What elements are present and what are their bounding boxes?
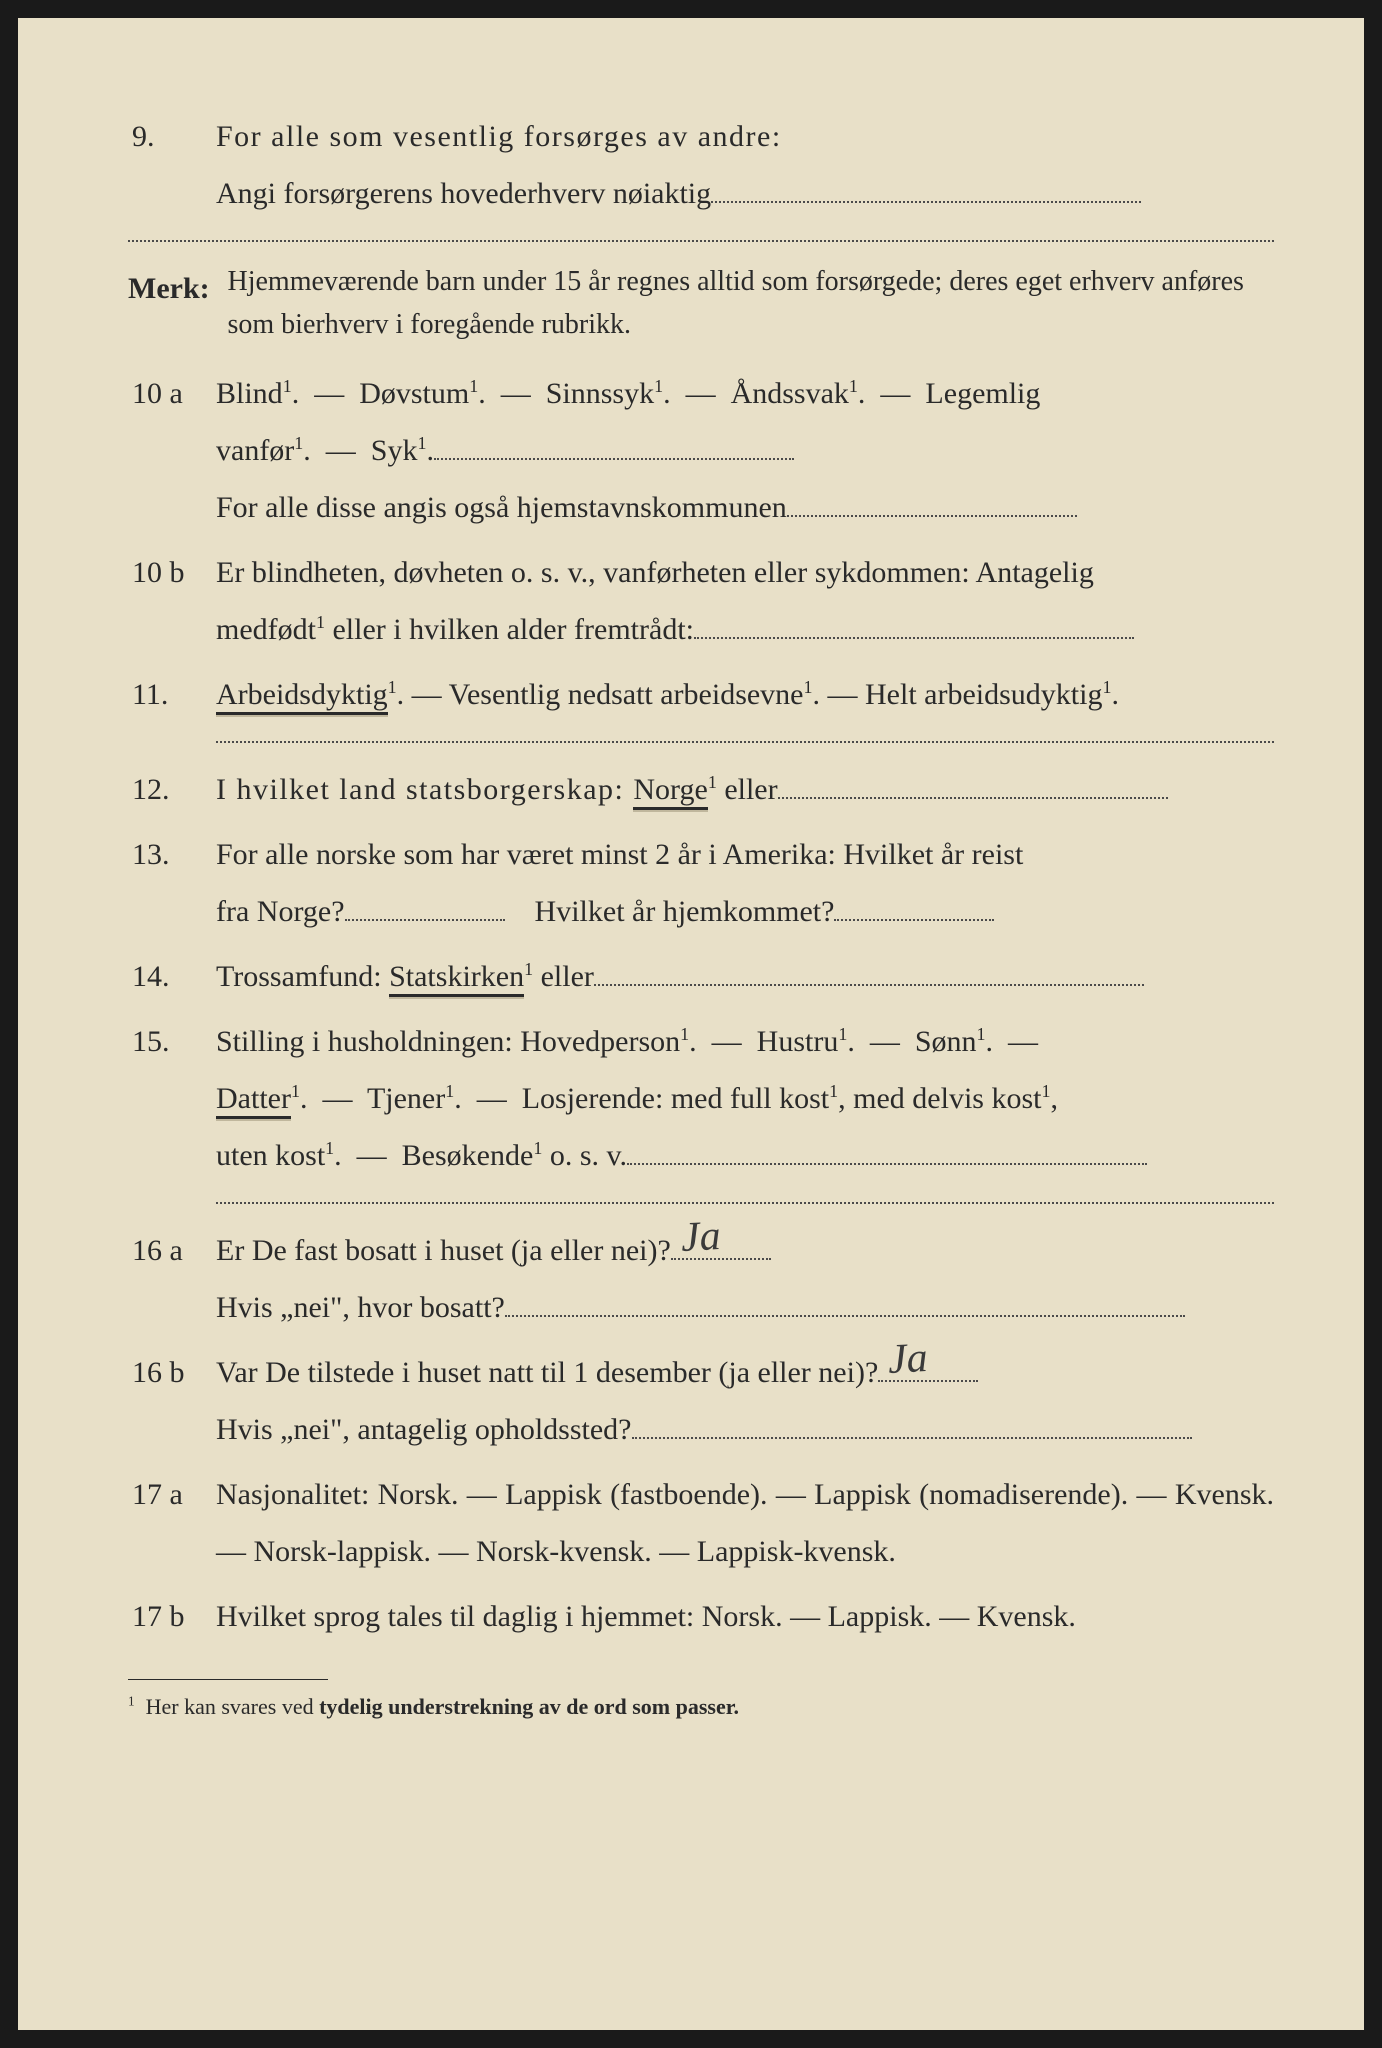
q15-blank[interactable] [627, 1135, 1147, 1165]
footnote: 1 Her kan svares ved tydelig understrekn… [128, 1686, 1274, 1728]
q16a-answer: Ja [675, 1197, 727, 1279]
opt-sonn[interactable]: Sønn [915, 1025, 977, 1058]
q12-post: eller [717, 773, 778, 806]
q16a-line1: Er De fast bosatt i huset (ja eller nei)… [216, 1234, 671, 1267]
q10a-blank1[interactable] [434, 430, 794, 460]
opt-tjener[interactable]: Tjener [367, 1082, 445, 1115]
opt-andssvak[interactable]: Åndssvak [731, 377, 849, 410]
census-form-page: 9. For alle som vesentlig forsørges av a… [18, 18, 1364, 2030]
opt-syk[interactable]: Syk [371, 434, 418, 467]
q16b-answer: Ja [882, 1319, 934, 1401]
q11-number: 11. [128, 666, 216, 723]
q10b-number: 10 b [128, 544, 216, 601]
opt-losjerende-full[interactable]: Losjerende: med full kost [522, 1082, 829, 1115]
question-10a: 10 a Blind1. — Døvstum1. — Sinnssyk1. — … [128, 365, 1274, 536]
opt-arbeidsdyktig[interactable]: Arbeidsdyktig [216, 678, 388, 715]
question-14: 14. Trossamfund: Statskirken1 eller [128, 948, 1274, 1005]
q16b-line1: Var De tilstede i huset natt til 1 desem… [216, 1356, 878, 1389]
footnote-rule [128, 1679, 328, 1680]
question-9: 9. For alle som vesentlig forsørges av a… [128, 108, 1274, 222]
q17a-text[interactable]: Nasjonalitet: Norsk. — Lappisk (fastboen… [216, 1466, 1274, 1580]
q10a-body: Blind1. — Døvstum1. — Sinnssyk1. — Åndss… [216, 365, 1274, 536]
opt-legemlig[interactable]: Legemlig [925, 377, 1040, 410]
q16b-line2: Hvis „nei", antagelig opholdssted? [216, 1413, 632, 1446]
q13-number: 13. [128, 826, 216, 883]
question-11: 11. Arbeidsdyktig1. — Vesentlig nedsatt … [128, 666, 1274, 723]
question-12: 12. I hvilket land statsborgerskap: Norg… [128, 761, 1274, 818]
q16b-answer-field[interactable]: Ja [878, 1352, 978, 1382]
question-16a: 16 a Er De fast bosatt i huset (ja eller… [128, 1222, 1274, 1336]
q12-blank[interactable] [778, 769, 1168, 799]
q16b-number: 16 b [128, 1344, 216, 1401]
q14-number: 14. [128, 948, 216, 1005]
question-10b: 10 b Er blindheten, døvheten o. s. v., v… [128, 544, 1274, 658]
opt-blind[interactable]: Blind [216, 377, 283, 410]
question-17b: 17 b Hvilket sprog tales til daglig i hj… [128, 1588, 1274, 1645]
q16a-number: 16 a [128, 1222, 216, 1279]
footnote-bold: tydelig understrekning av de ord som pas… [319, 1694, 739, 1719]
opt-datter[interactable]: Datter [216, 1082, 291, 1119]
question-16b: 16 b Var De tilstede i huset natt til 1 … [128, 1344, 1274, 1458]
q10b-line2b: eller i hvilken alder fremtrådt: [325, 613, 694, 646]
q16a-line2: Hvis „nei", hvor bosatt? [216, 1291, 505, 1324]
q10a-blank2[interactable] [787, 487, 1077, 517]
q17a-number: 17 a [128, 1466, 216, 1523]
q10b-medfodt[interactable]: medfødt [216, 613, 316, 646]
opt-statskirken[interactable]: Statskirken [389, 960, 524, 997]
q9-line2: Angi forsørgerens hovederhverv nøiaktig [216, 177, 711, 210]
q15-number: 15. [128, 1013, 216, 1070]
q13-line2a: fra Norge? [216, 895, 345, 928]
divider [216, 1202, 1274, 1204]
merk-note: Merk: Hjemmeværende barn under 15 år reg… [128, 260, 1274, 347]
opt-besokende[interactable]: Besøkende [402, 1139, 534, 1172]
opt-sinnssyk[interactable]: Sinnssyk [546, 377, 654, 410]
q9-line1: For alle som vesentlig forsørges av andr… [216, 120, 782, 153]
opt-hustru[interactable]: Hustru [757, 1025, 839, 1058]
merk-text: Hjemmeværende barn under 15 år regnes al… [228, 260, 1248, 347]
q15-osv: o. s. v. [542, 1139, 627, 1172]
q9-blank[interactable] [711, 173, 1141, 203]
divider [128, 240, 1274, 242]
footnote-pre: Her kan svares ved [140, 1694, 319, 1719]
q14-post: eller [533, 960, 594, 993]
q9-number: 9. [128, 108, 216, 165]
opt-uten-kost[interactable]: uten kost [216, 1139, 325, 1172]
q12-pre: I hvilket land statsborgerskap: [216, 773, 633, 806]
q10a-number: 10 a [128, 365, 216, 422]
perforation-edge [1362, 18, 1376, 2030]
q17b-text[interactable]: Hvilket sprog tales til daglig i hjemmet… [216, 1588, 1274, 1645]
opt-norge[interactable]: Norge [633, 773, 707, 810]
merk-label: Merk: [128, 260, 220, 317]
opt-dovstum[interactable]: Døvstum [359, 377, 469, 410]
q13-line2b: Hvilket år hjemkommet? [535, 895, 835, 928]
q13-blank2[interactable] [834, 891, 994, 921]
q13-line1: For alle norske som har været minst 2 år… [216, 838, 1023, 871]
q14-blank[interactable] [594, 956, 1144, 986]
q16a-blank[interactable] [505, 1287, 1185, 1317]
q10a-line3: For alle disse angis også hjemstavnskomm… [216, 491, 787, 524]
q11-end[interactable]: — Helt arbeidsudyktig [820, 678, 1102, 711]
question-15: 15. Stilling i husholdningen: Hovedperso… [128, 1013, 1274, 1184]
q16b-blank[interactable] [632, 1409, 1192, 1439]
q10b-blank[interactable] [694, 609, 1134, 639]
q10b-line1: Er blindheten, døvheten o. s. v., vanfør… [216, 556, 1094, 589]
question-13: 13. For alle norske som har været minst … [128, 826, 1274, 940]
q11-mid[interactable]: — Vesentlig nedsatt arbeidsevne [404, 678, 803, 711]
opt-delvis-kost[interactable]: med delvis kost [853, 1082, 1041, 1115]
divider [216, 741, 1274, 743]
question-17a: 17 a Nasjonalitet: Norsk. — Lappisk (fas… [128, 1466, 1274, 1580]
q16a-answer-field[interactable]: Ja [671, 1230, 771, 1260]
q14-pre: Trossamfund: [216, 960, 389, 993]
q17b-number: 17 b [128, 1588, 216, 1645]
footnote-sup: 1 [128, 1693, 135, 1708]
q12-number: 12. [128, 761, 216, 818]
opt-vanfor[interactable]: vanfør [216, 434, 294, 467]
opt-hovedperson[interactable]: Stilling i husholdningen: Hovedperson [216, 1025, 680, 1058]
q13-blank1[interactable] [345, 891, 505, 921]
